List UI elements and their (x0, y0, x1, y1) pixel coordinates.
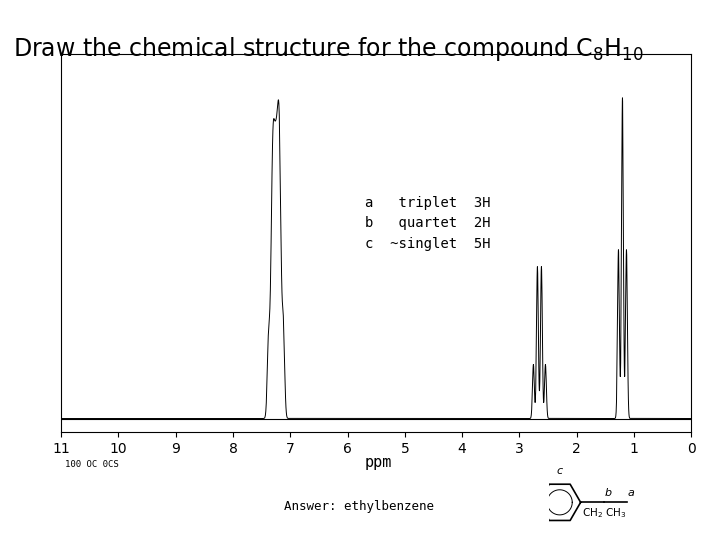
Text: CH$_3$: CH$_3$ (605, 506, 626, 520)
Text: Draw the chemical structure for the compound $\mathsf{C_8H_{10}}$: Draw the chemical structure for the comp… (13, 35, 644, 63)
Text: CH$_2$: CH$_2$ (582, 506, 603, 520)
Text: b: b (605, 488, 612, 498)
Text: a: a (628, 488, 634, 498)
Text: 100 OC 0CS: 100 OC 0CS (65, 460, 119, 469)
Text: c: c (557, 465, 563, 476)
Text: ppm: ppm (364, 455, 392, 470)
Text: a   triplet  3H
b   quartet  2H
c  ~singlet  5H: a triplet 3H b quartet 2H c ~singlet 5H (365, 195, 490, 251)
Text: Answer: ethylbenzene: Answer: ethylbenzene (284, 500, 434, 514)
